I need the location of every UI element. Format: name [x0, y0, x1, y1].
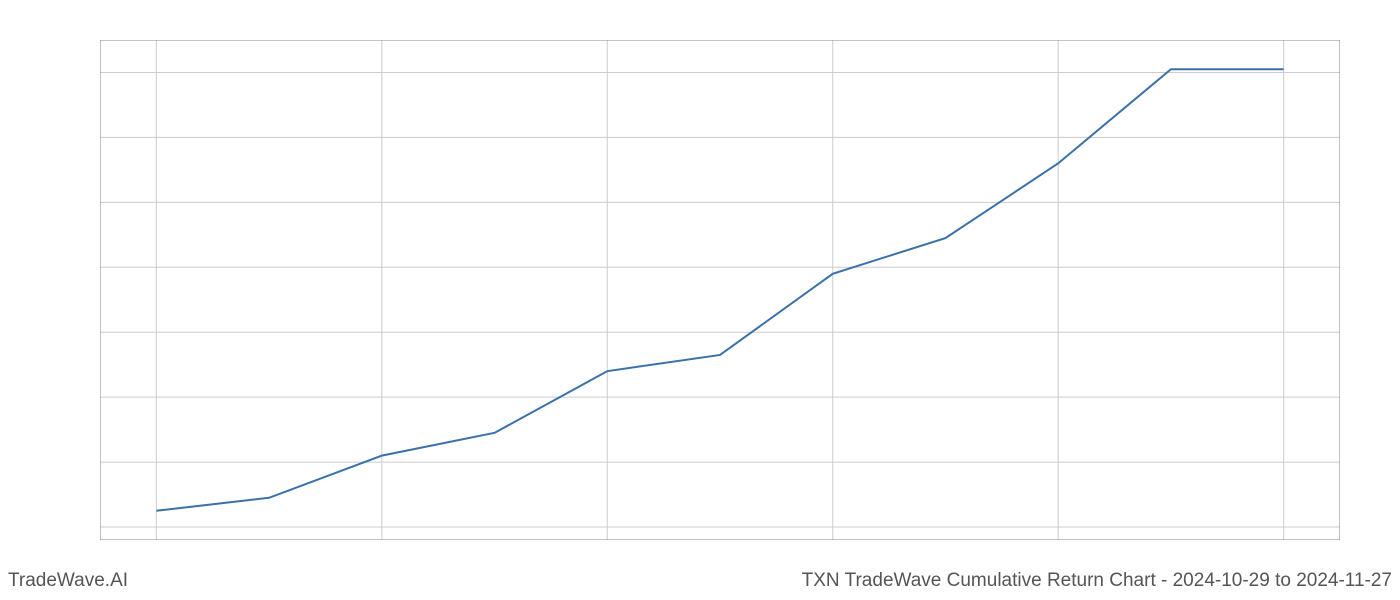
chart-container: 201420162018202020222024 10%20%30%40%50%…	[100, 40, 1340, 540]
line-chart: 201420162018202020222024 10%20%30%40%50%…	[100, 40, 1340, 540]
footer-brand: TradeWave.AI	[8, 570, 128, 592]
data-line	[156, 69, 1283, 511]
footer-caption: TXN TradeWave Cumulative Return Chart - …	[802, 570, 1392, 592]
axes	[100, 40, 1340, 540]
grid-lines	[100, 40, 1340, 540]
